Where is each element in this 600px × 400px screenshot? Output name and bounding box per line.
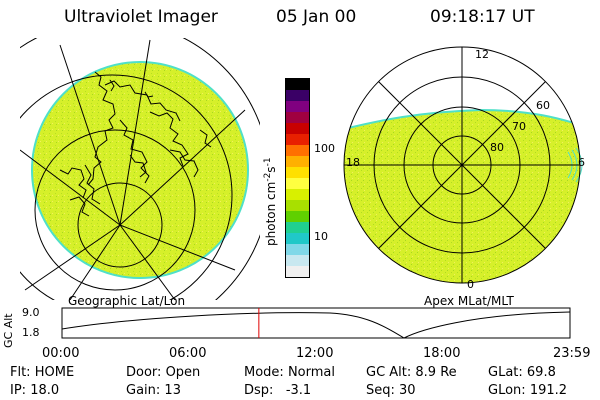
altitude-xtick-2359: 23:59 — [553, 346, 591, 361]
status-value: 69.8 — [526, 365, 556, 380]
status-value: -3.1 — [285, 383, 312, 398]
status-gc-alt: GC Alt: 8.9 Re — [366, 366, 457, 379]
mlt-label-0: 0 — [467, 278, 474, 291]
date-readout: 05 Jan 00 — [276, 7, 357, 27]
geo-lon-line — [119, 39, 151, 226]
status-door: Door: Open — [126, 366, 200, 379]
geo-lon-line — [20, 149, 121, 226]
status-value: 191.2 — [529, 383, 568, 398]
colorbar-band — [286, 134, 309, 145]
colorbar-band — [286, 244, 309, 255]
colorbar-band — [286, 90, 309, 101]
geo-lat-circle — [34, 129, 196, 291]
status-label: GLat: — [488, 365, 523, 380]
status-value: 8.9 Re — [415, 365, 457, 380]
colorbar-band — [286, 101, 309, 112]
mlat-label-60: 60 — [536, 99, 550, 112]
colorbar-band — [286, 266, 309, 277]
status-glon: GLon: 191.2 — [488, 384, 567, 397]
status-label: Gain: — [126, 383, 161, 398]
altitude-ytick-1-8: 1.8 — [22, 326, 40, 339]
status-seq: Seq: 30 — [366, 384, 416, 397]
geo-lon-line — [24, 224, 121, 291]
altitude-xtick-0000: 00:00 — [42, 346, 80, 361]
colorbar-band — [286, 233, 309, 244]
mlat-label-80: 80 — [490, 141, 504, 154]
geographic-caption: Geographic Lat/Lon — [68, 294, 186, 308]
status-label: Dsp: — [244, 383, 274, 398]
geo-lat-circle — [77, 182, 163, 268]
status-value: Normal — [287, 365, 335, 380]
mlt-label-12: 12 — [475, 48, 489, 61]
colorbar-band — [286, 189, 309, 200]
status-value: HOME — [34, 365, 75, 380]
colorbar-band — [286, 178, 309, 189]
mlt-label-18: 18 — [346, 156, 360, 169]
colorbar-band — [286, 222, 309, 233]
colorbar-band — [286, 112, 309, 123]
altitude-xtick-1800: 18:00 — [423, 346, 461, 361]
status-label: Mode: — [244, 365, 284, 380]
geo-lon-line — [119, 224, 176, 300]
geo-lat-circle — [20, 74, 233, 300]
status-glat: GLat: 69.8 — [488, 366, 556, 379]
status-gain: Gain: 13 — [126, 384, 181, 397]
altitude-curve — [61, 311, 571, 339]
colorbar-tick-10: 10 — [314, 230, 328, 243]
altitude-xtick-0600: 06:00 — [169, 346, 207, 361]
status-label: GC Alt: — [366, 365, 412, 380]
colorbar-band — [286, 156, 309, 167]
colorbar-band — [286, 79, 309, 90]
colorbar-band — [286, 200, 309, 211]
status-dsp: Dsp: -3.1 — [244, 384, 311, 397]
status-label: GLon: — [488, 383, 526, 398]
geo-lon-line — [69, 224, 121, 300]
colorbar-tick-100: 100 — [314, 142, 335, 155]
colorbar-band — [286, 167, 309, 178]
colorbar-band — [286, 211, 309, 222]
status-value: 18.0 — [30, 383, 60, 398]
status-label: Door: — [126, 365, 162, 380]
status-label: IP: — [10, 383, 27, 398]
mlt-line-diag — [378, 81, 546, 249]
status-value: Open — [165, 365, 201, 380]
colorbar-band — [286, 255, 309, 266]
status-mode: Mode: Normal — [244, 366, 335, 379]
status-flt: Flt: HOME — [10, 366, 74, 379]
geo-lon-line — [119, 224, 236, 271]
mlat-label-70: 70 — [512, 120, 526, 133]
status-label: Seq: — [366, 383, 395, 398]
mlt-label-6: 6 — [578, 156, 585, 169]
colorbar — [285, 78, 310, 278]
colorbar-band — [286, 123, 309, 134]
time-readout: 09:18:17 UT — [430, 7, 535, 27]
altitude-xtick-1200: 12:00 — [296, 346, 334, 361]
status-label: Flt: — [10, 365, 31, 380]
coastline-outlines — [59, 71, 212, 217]
geo-lon-line — [119, 109, 246, 226]
status-value: 30 — [399, 383, 416, 398]
status-ip: IP: 18.0 — [10, 384, 59, 397]
colorbar-band — [286, 145, 309, 156]
apex-caption: Apex MLat/MLT — [424, 294, 514, 308]
geo-lon-line — [59, 44, 121, 226]
status-value: 13 — [164, 383, 181, 398]
app-title: Ultraviolet Imager — [64, 7, 218, 27]
altitude-ytick-9: 9.0 — [22, 306, 40, 319]
